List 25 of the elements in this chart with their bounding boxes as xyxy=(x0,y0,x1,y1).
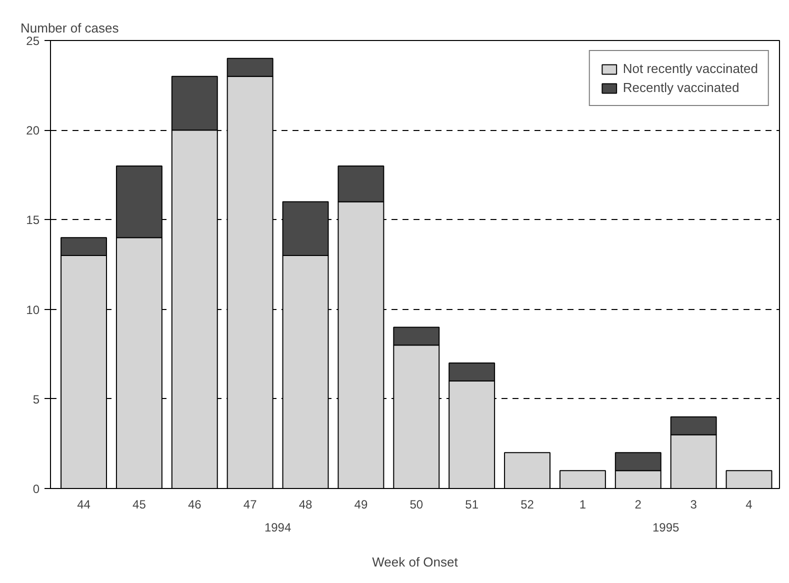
x-tick-label: 4 xyxy=(746,498,753,512)
x-tick-label: 48 xyxy=(298,498,313,512)
x-tick-label: 52 xyxy=(520,498,534,512)
x-tick-label: 45 xyxy=(132,498,146,512)
y-axis-title: Number of cases xyxy=(20,20,120,36)
x-tick-label: 3 xyxy=(690,498,698,512)
x-tick-label: 49 xyxy=(354,498,368,512)
y-tick-label: 25 xyxy=(26,34,40,48)
text: 1995 xyxy=(652,520,680,534)
y-tick-label: 5 xyxy=(32,392,40,406)
x-tick-label: 46 xyxy=(188,498,202,512)
legend-label: Not recently vaccinated xyxy=(622,61,758,76)
y-tick-label: 10 xyxy=(26,302,40,317)
x-tick-label: 2 xyxy=(634,498,642,512)
y-tick-label: 0 xyxy=(32,482,40,496)
x-tick-label: 50 xyxy=(410,498,424,512)
x-tick-label: 44 xyxy=(77,498,91,512)
y-tick-label: 20 xyxy=(26,124,40,138)
x-axis-title: Week of Onset xyxy=(372,554,458,570)
text: 1994 xyxy=(264,520,292,534)
x-tick-label: 1 xyxy=(579,498,586,512)
x-tick-label: 47 xyxy=(243,498,258,512)
y-tick-label: 15 xyxy=(26,213,40,228)
x-tick-label: 51 xyxy=(465,498,479,512)
legend-label: Recently vaccinated xyxy=(622,80,740,95)
